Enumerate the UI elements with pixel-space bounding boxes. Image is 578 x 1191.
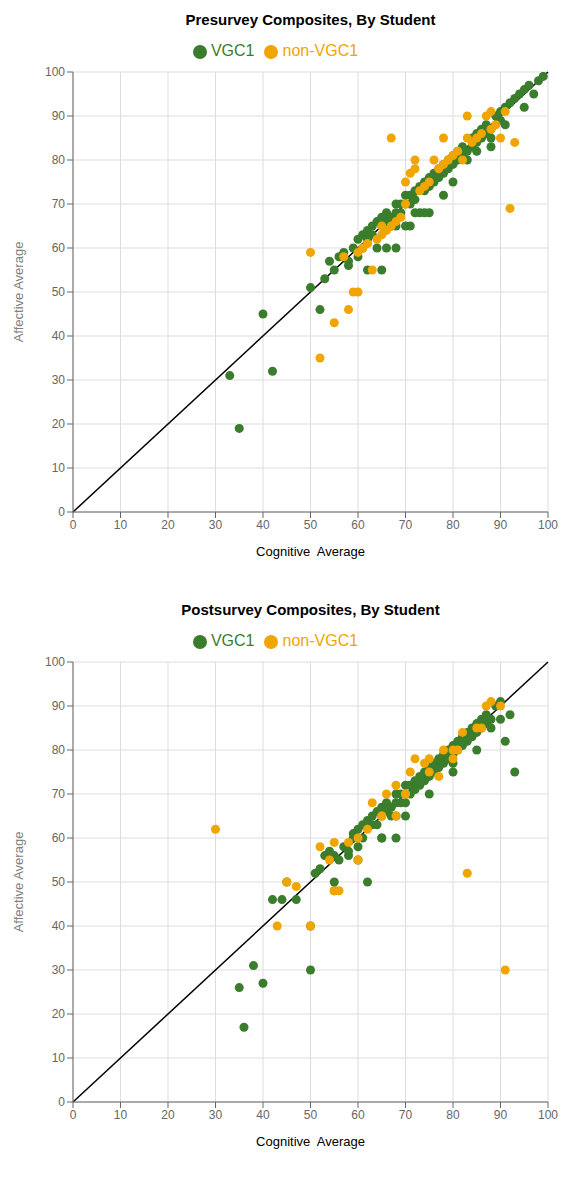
svg-text:50: 50 <box>304 1108 318 1122</box>
svg-text:50: 50 <box>304 518 318 532</box>
svg-text:10: 10 <box>114 518 128 532</box>
svg-text:80: 80 <box>446 1108 460 1122</box>
svg-text:100: 100 <box>45 65 65 79</box>
svg-text:90: 90 <box>52 699 66 713</box>
html-text:VGC1: VGC1 <box>210 42 255 59</box>
svg-text:40: 40 <box>52 329 66 343</box>
svg-text:90: 90 <box>494 518 508 532</box>
svg-text:20: 20 <box>52 417 66 431</box>
svg-text:80: 80 <box>52 743 66 757</box>
html-text:Cognitive Average: Cognitive Average <box>256 1134 365 1149</box>
svg-text:90: 90 <box>52 109 66 123</box>
svg-text:0: 0 <box>70 518 77 532</box>
svg-text:100: 100 <box>45 655 65 669</box>
svg-text:80: 80 <box>446 518 460 532</box>
svg-text:Affective Average: Affective Average <box>11 242 26 343</box>
svg-text:60: 60 <box>52 241 66 255</box>
html-text:non-VGC1: non-VGC1 <box>282 632 359 649</box>
html-text:Postsurvey Composites, By Stud: Postsurvey Composites, By Student <box>181 601 440 618</box>
svg-text:60: 60 <box>52 831 66 845</box>
html-text:VGC1: VGC1 <box>210 632 255 649</box>
svg-text:100: 100 <box>538 1108 558 1122</box>
svg-text:100: 100 <box>538 518 558 532</box>
svg-text:60: 60 <box>351 518 365 532</box>
svg-text:60: 60 <box>351 1108 365 1122</box>
html-text:non-VGC1: non-VGC1 <box>282 42 359 59</box>
svg-text:50: 50 <box>52 875 66 889</box>
svg-text:20: 20 <box>161 518 175 532</box>
svg-text:0: 0 <box>58 1095 65 1109</box>
svg-text:Affective Average: Affective Average <box>11 832 26 933</box>
svg-text:30: 30 <box>52 963 66 977</box>
svg-text:70: 70 <box>52 197 66 211</box>
svg-text:50: 50 <box>52 285 66 299</box>
svg-text:80: 80 <box>52 153 66 167</box>
svg-text:40: 40 <box>256 1108 270 1122</box>
svg-text:10: 10 <box>52 1051 66 1065</box>
svg-text:30: 30 <box>209 518 223 532</box>
svg-text:40: 40 <box>256 518 270 532</box>
svg-text:70: 70 <box>399 518 413 532</box>
svg-text:0: 0 <box>70 1108 77 1122</box>
svg-text:30: 30 <box>52 373 66 387</box>
svg-text:10: 10 <box>114 1108 128 1122</box>
svg-text:10: 10 <box>52 461 66 475</box>
svg-text:40: 40 <box>52 919 66 933</box>
svg-text:0: 0 <box>58 505 65 519</box>
svg-text:70: 70 <box>52 787 66 801</box>
svg-text:20: 20 <box>52 1007 66 1021</box>
svg-text:30: 30 <box>209 1108 223 1122</box>
svg-text:90: 90 <box>494 1108 508 1122</box>
svg-text:20: 20 <box>161 1108 175 1122</box>
svg-text:70: 70 <box>399 1108 413 1122</box>
html-text:Presurvey Composites, By Stude: Presurvey Composites, By Student <box>185 11 436 28</box>
html-text:Cognitive Average: Cognitive Average <box>256 544 365 559</box>
